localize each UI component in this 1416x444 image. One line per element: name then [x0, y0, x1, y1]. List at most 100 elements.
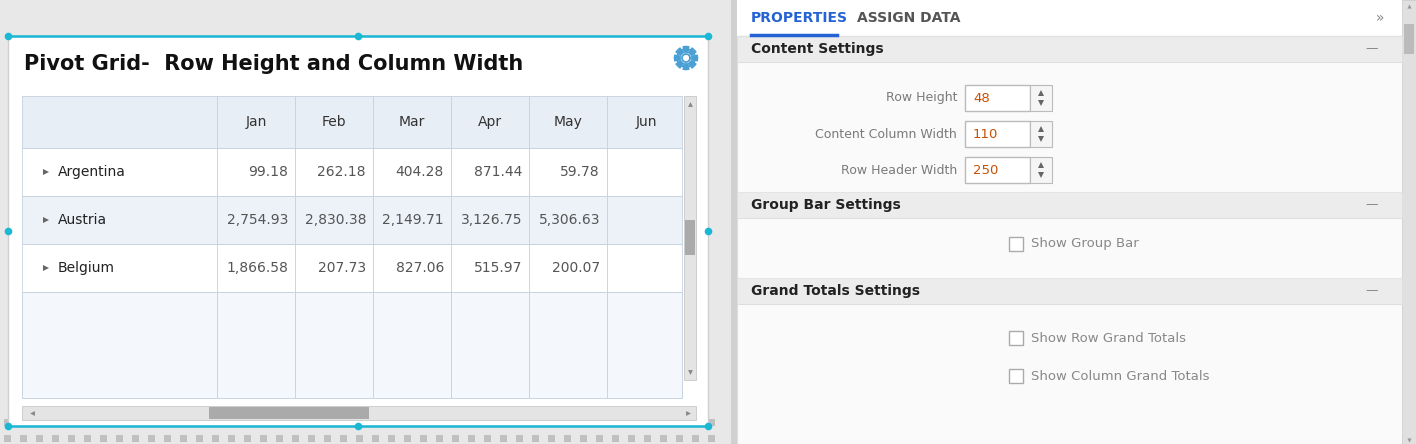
Bar: [23, 96, 683, 148]
Bar: [581, 419, 588, 426]
Text: Content Settings: Content Settings: [750, 42, 884, 56]
Bar: [68, 419, 75, 426]
Bar: [340, 435, 347, 442]
Bar: [244, 435, 251, 442]
Bar: [101, 419, 108, 426]
Text: »: »: [1375, 11, 1383, 25]
Bar: [684, 96, 697, 380]
Bar: [164, 419, 171, 426]
Text: —: —: [1366, 198, 1378, 211]
Bar: [292, 435, 299, 442]
Bar: [1029, 121, 1052, 147]
Bar: [1029, 157, 1052, 183]
Bar: [164, 435, 171, 442]
Bar: [355, 419, 362, 426]
Bar: [149, 419, 154, 426]
Bar: [68, 435, 75, 442]
Text: 5,306.63: 5,306.63: [538, 213, 600, 227]
Bar: [596, 419, 603, 426]
Bar: [564, 419, 571, 426]
Text: PROPERTIES: PROPERTIES: [750, 11, 848, 25]
Bar: [324, 419, 331, 426]
Bar: [675, 419, 683, 426]
Bar: [1029, 85, 1052, 111]
Bar: [629, 435, 634, 442]
Bar: [404, 435, 411, 442]
Bar: [84, 419, 91, 426]
Text: Show Row Grand Totals: Show Row Grand Totals: [1031, 332, 1187, 345]
Bar: [132, 419, 139, 426]
Text: 59.78: 59.78: [561, 165, 600, 179]
Bar: [1010, 369, 1022, 383]
Text: Argentina: Argentina: [58, 165, 126, 179]
Text: 515.97: 515.97: [473, 261, 523, 275]
Text: 871.44: 871.44: [473, 165, 523, 179]
Bar: [644, 435, 651, 442]
Bar: [421, 435, 428, 442]
Text: Show Group Bar: Show Group Bar: [1031, 238, 1138, 250]
Bar: [515, 419, 523, 426]
Bar: [261, 419, 268, 426]
Bar: [436, 435, 443, 442]
Bar: [228, 419, 235, 426]
Text: 2,754.93: 2,754.93: [227, 213, 287, 227]
Bar: [964, 85, 1029, 111]
Text: Jan: Jan: [245, 115, 266, 129]
Text: 3,126.75: 3,126.75: [460, 213, 523, 227]
Bar: [1405, 24, 1415, 54]
Bar: [180, 435, 187, 442]
Bar: [84, 435, 91, 442]
Bar: [212, 419, 219, 426]
Bar: [212, 435, 219, 442]
Bar: [244, 419, 251, 426]
Bar: [709, 0, 733, 444]
Bar: [532, 419, 539, 426]
Bar: [660, 419, 667, 426]
Bar: [452, 435, 459, 442]
Bar: [736, 278, 1402, 304]
Bar: [736, 36, 1402, 62]
Bar: [340, 419, 347, 426]
Bar: [515, 435, 523, 442]
Text: 99.18: 99.18: [248, 165, 287, 179]
Bar: [675, 435, 683, 442]
Bar: [292, 419, 299, 426]
Bar: [1010, 237, 1022, 251]
Bar: [500, 435, 507, 442]
Bar: [132, 435, 139, 442]
Bar: [388, 419, 395, 426]
Bar: [276, 435, 283, 442]
Bar: [660, 435, 667, 442]
Bar: [736, 0, 1416, 444]
Bar: [101, 435, 108, 442]
Text: Apr: Apr: [479, 115, 503, 129]
Bar: [708, 419, 715, 426]
Bar: [276, 419, 283, 426]
Bar: [469, 435, 474, 442]
Bar: [596, 435, 603, 442]
Bar: [708, 435, 715, 442]
Bar: [195, 419, 202, 426]
Bar: [35, 419, 42, 426]
Text: 2,149.71: 2,149.71: [382, 213, 445, 227]
Text: Feb: Feb: [321, 115, 347, 129]
Bar: [736, 0, 1402, 36]
Bar: [149, 435, 154, 442]
Bar: [8, 36, 708, 426]
Bar: [52, 419, 59, 426]
Bar: [731, 0, 736, 444]
Bar: [23, 196, 683, 244]
Text: 404.28: 404.28: [395, 165, 445, 179]
Bar: [548, 435, 555, 442]
Text: Row Header Width: Row Header Width: [841, 163, 957, 177]
Text: —: —: [1366, 285, 1378, 297]
Bar: [210, 407, 370, 419]
Text: 827.06: 827.06: [395, 261, 445, 275]
Bar: [228, 435, 235, 442]
Bar: [484, 419, 491, 426]
Bar: [436, 419, 443, 426]
Bar: [1010, 331, 1022, 345]
Text: Grand Totals Settings: Grand Totals Settings: [750, 284, 920, 298]
Text: Content Column Width: Content Column Width: [816, 127, 957, 140]
Bar: [116, 419, 123, 426]
